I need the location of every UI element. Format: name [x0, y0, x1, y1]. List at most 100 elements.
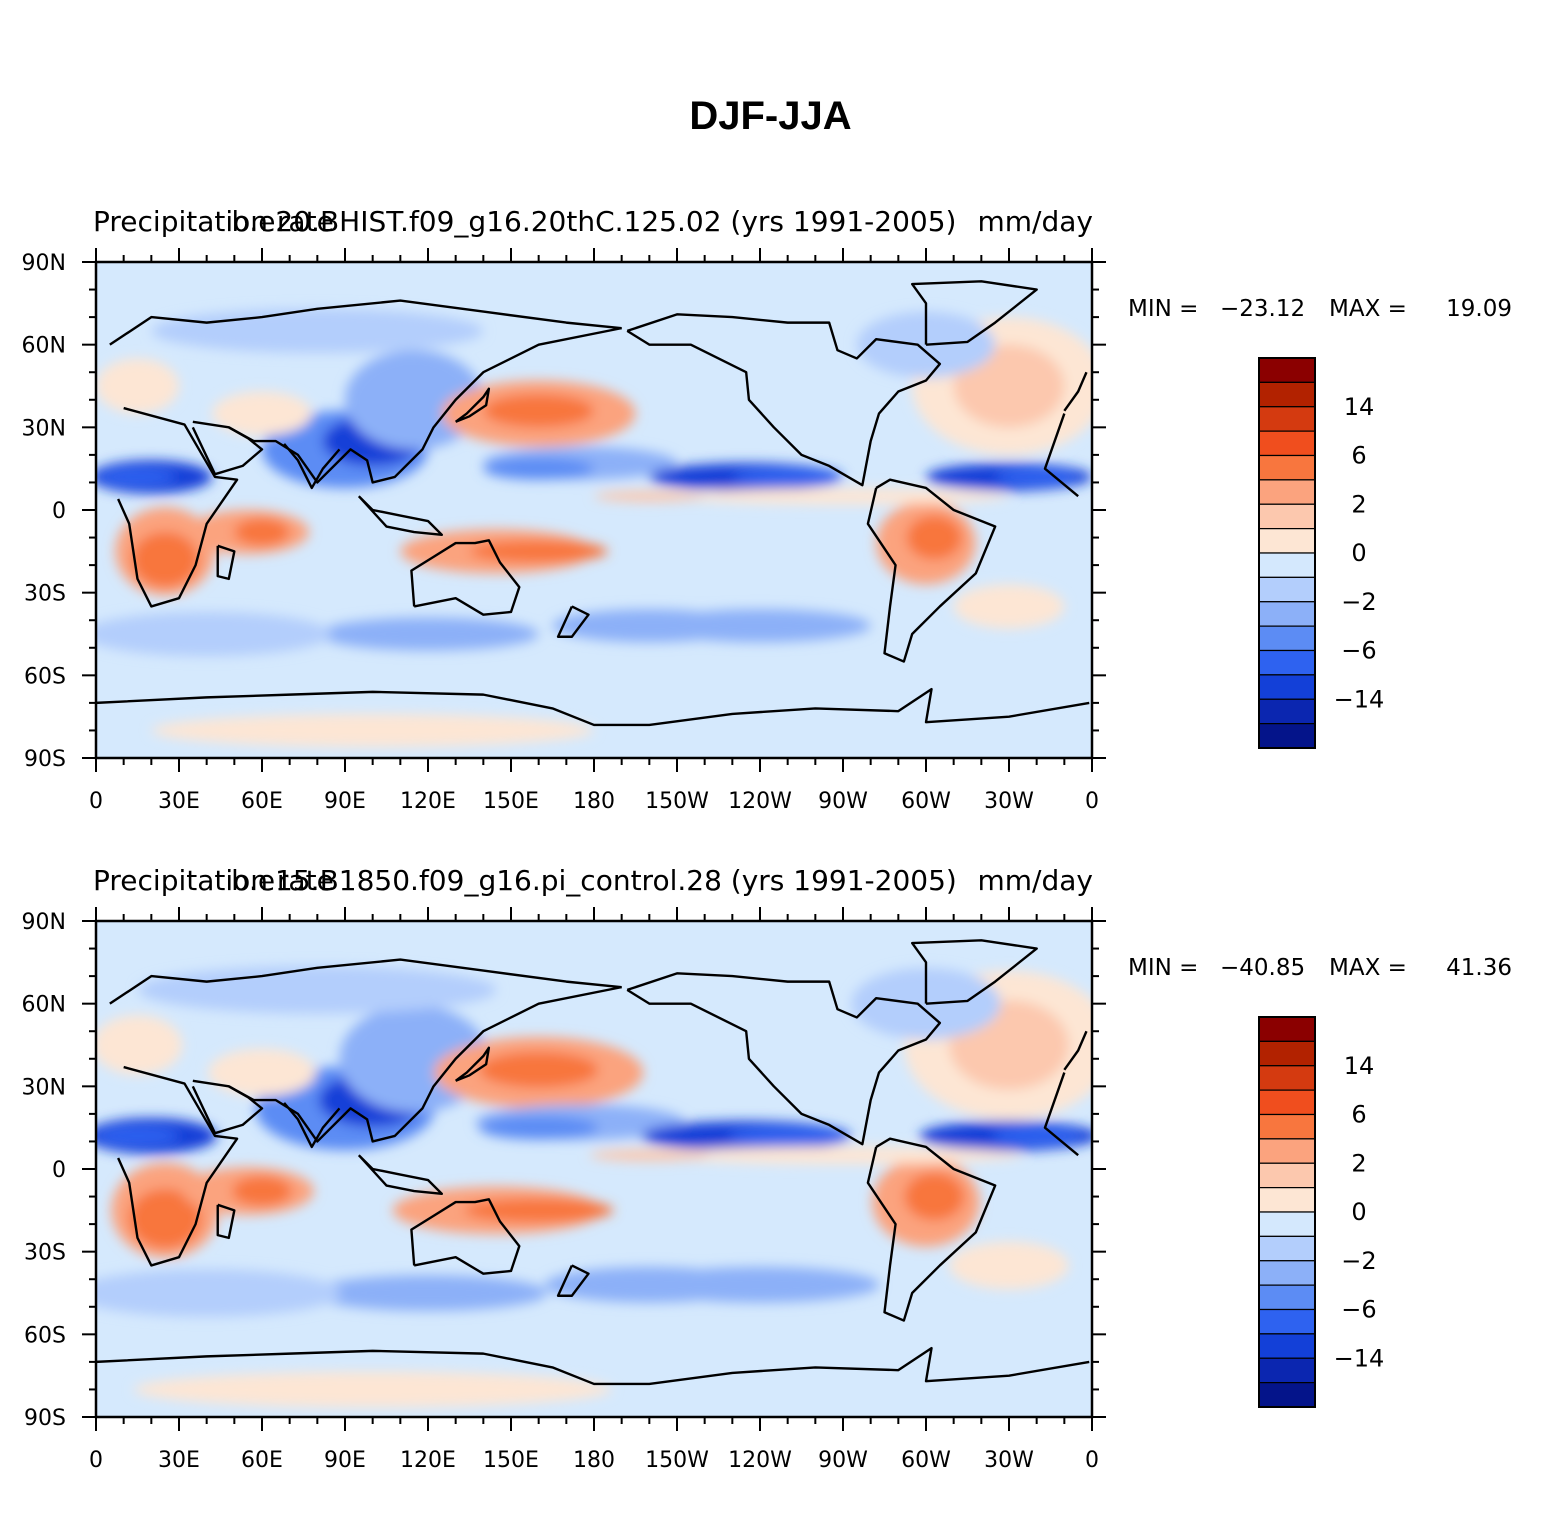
coastline	[283, 443, 341, 490]
x-tick-label: 180	[573, 789, 615, 814]
coastlines	[96, 280, 1090, 727]
coastline	[357, 495, 444, 536]
map-panel-2: Precipitation rate b.e15.B1850.f09_g16.p…	[22, 864, 1512, 1473]
colorbar-box	[1258, 1016, 1316, 1042]
max-label: MAX =	[1329, 296, 1407, 322]
coastline	[96, 687, 1090, 727]
colorbar-frame	[1258, 1016, 1316, 1408]
anomaly-region	[478, 1051, 599, 1088]
x-tick-label: 90E	[324, 1448, 366, 1473]
anomaly-region	[991, 1127, 1082, 1145]
anomaly-region	[151, 308, 484, 353]
coastline	[866, 478, 997, 663]
coastline	[1063, 1030, 1088, 1071]
colorbar-box	[1258, 1333, 1316, 1359]
y-tick-label: 0	[52, 499, 66, 524]
colorbar-label: −14	[1334, 1344, 1385, 1372]
anomaly-region	[594, 490, 705, 502]
anomaly-region	[133, 1371, 612, 1408]
anomaly-region	[96, 1127, 180, 1145]
colorbar-box	[1258, 552, 1316, 578]
coastline	[626, 313, 942, 487]
x-tick-label: 0	[89, 789, 103, 814]
figure-title: DJF-JJA	[689, 94, 852, 138]
coastline	[556, 605, 590, 638]
anomaly-region	[317, 617, 539, 651]
min-value: −40.85	[1220, 955, 1305, 981]
colorbar-box	[1258, 1113, 1316, 1140]
x-tick-label: 60E	[241, 1448, 283, 1473]
colorbar-label: −2	[1341, 1247, 1376, 1275]
max-value: 41.36	[1446, 955, 1512, 981]
anomaly-region	[96, 1015, 183, 1075]
coastline	[283, 1102, 341, 1149]
x-tick-label: 30W	[984, 1448, 1034, 1473]
anomaly-region	[677, 487, 1009, 505]
colorbar-box	[1258, 625, 1316, 652]
colorbar-label: −2	[1341, 588, 1376, 616]
colorbar-box	[1258, 698, 1316, 725]
anomaly-region	[906, 515, 962, 560]
max-label: MAX =	[1329, 955, 1407, 981]
x-tick-label: 90E	[324, 789, 366, 814]
anomaly-region	[640, 1266, 880, 1303]
anomaly-region	[96, 358, 179, 414]
x-tick-label: 0	[1085, 1448, 1099, 1473]
colorbar-label: 14	[1344, 393, 1375, 421]
y-tick-label: 30N	[22, 416, 66, 441]
colorbar-box	[1258, 454, 1316, 481]
colorbar-box	[1258, 381, 1316, 408]
y-tick-label: 30S	[24, 1241, 66, 1266]
x-tick-label: 120W	[728, 1448, 792, 1473]
anomaly-region	[208, 1048, 316, 1097]
map-panel-1: Precipitation rate b.e20.BHIST.f09_g16.2…	[22, 205, 1512, 814]
coastline	[109, 958, 622, 1005]
colorbar-box	[1258, 479, 1316, 505]
anomaly-region	[234, 518, 290, 546]
coastline	[556, 1264, 590, 1297]
x-tick-label: 30E	[158, 789, 200, 814]
colorbar-box	[1258, 430, 1316, 457]
colorbar-box	[1258, 1065, 1316, 1091]
colorbar: 14 6 2 0 −2 −6 −14	[1258, 357, 1385, 749]
anomaly-region	[96, 611, 332, 657]
min-label: MIN =	[1128, 955, 1198, 981]
anomaly-region	[589, 1149, 710, 1162]
colorbar-label: 2	[1351, 1149, 1366, 1177]
min-value: −23.12	[1220, 296, 1305, 322]
colorbar-box	[1258, 528, 1316, 554]
anomaly-region	[904, 1172, 965, 1221]
x-tick-label: 120E	[400, 1448, 456, 1473]
coastline	[117, 1065, 239, 1267]
colorbar-box	[1258, 723, 1316, 749]
colorbar-box	[1258, 1260, 1316, 1286]
colorbar-label: −6	[1341, 1296, 1376, 1324]
coastline	[454, 1046, 491, 1082]
colorbar-box	[1258, 1089, 1316, 1116]
coastline	[96, 1346, 1090, 1386]
coastline	[866, 1137, 997, 1322]
colorbar-label: 0	[1351, 539, 1366, 567]
colorbar-label: −14	[1334, 685, 1385, 713]
anomaly-region	[212, 391, 312, 436]
colorbar-label: 14	[1344, 1052, 1375, 1080]
y-tick-label: 60N	[22, 993, 66, 1018]
coastline	[192, 985, 622, 1143]
coastline	[626, 972, 942, 1146]
x-tick-label: 150E	[483, 1448, 539, 1473]
colorbar-box	[1258, 1138, 1316, 1164]
x-tick-label: 180	[573, 1448, 615, 1473]
y-tick-label: 30N	[22, 1075, 66, 1100]
precip-field	[96, 921, 1092, 1417]
anomaly-region	[995, 468, 1079, 486]
colorbar-box	[1258, 1211, 1316, 1237]
min-label: MIN =	[1128, 296, 1198, 322]
anomaly-region	[949, 1241, 1069, 1290]
colorbar-box	[1258, 674, 1316, 700]
x-tick-label: 30W	[984, 789, 1034, 814]
colorbar-label: 0	[1351, 1198, 1366, 1226]
anomaly-region	[649, 609, 871, 643]
anomaly-region	[469, 540, 608, 563]
coastline	[109, 299, 622, 346]
coastline	[410, 1198, 521, 1275]
